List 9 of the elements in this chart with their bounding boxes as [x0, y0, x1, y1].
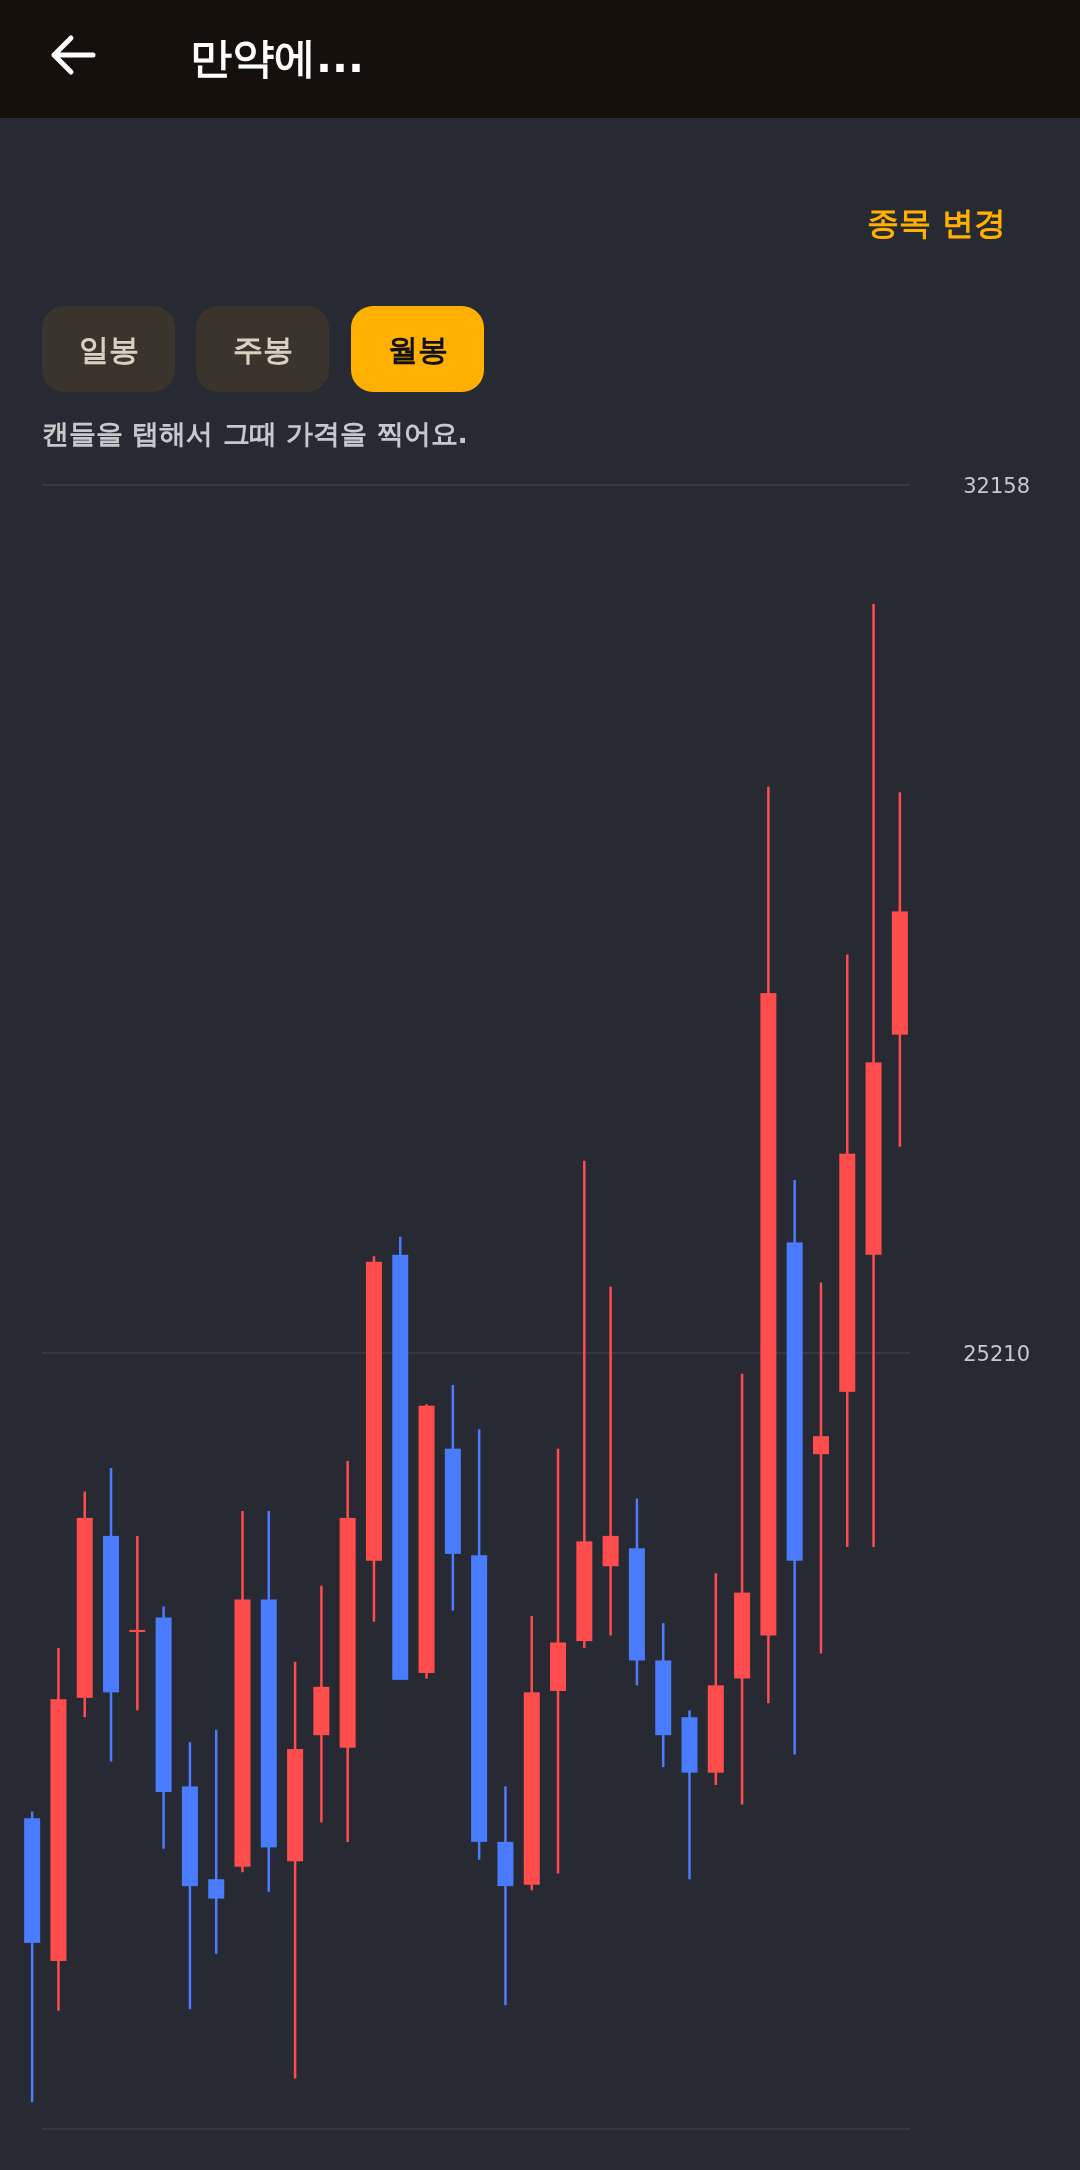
button: 일봉 [42, 306, 175, 392]
text: 종목 변경 [866, 204, 1006, 242]
button: 주봉 [196, 306, 329, 392]
y-tick-label: 32158 [963, 474, 1030, 498]
y-tick-label: 25210 [963, 1342, 1030, 1367]
chart-subtitle: 캔들을 탭해서 그때 가격을 찍어요. [42, 418, 468, 449]
chart-title: 만약에... [190, 33, 364, 82]
candlestick [208, 1728, 225, 1956]
button: 월봉 [351, 306, 484, 392]
